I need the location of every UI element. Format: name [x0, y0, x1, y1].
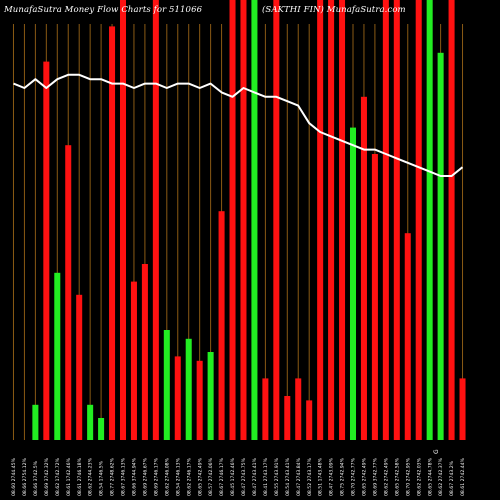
inflow-bar — [98, 418, 105, 440]
x-tick-label: 08.62 2746.17% — [186, 457, 192, 496]
outflow-bar — [415, 0, 422, 440]
x-tick-label: 08.67 2746.17% — [219, 457, 225, 496]
x-tick-label: 08.67 2743.2% — [449, 460, 455, 496]
x-tick-label: 08.51 1743.48% — [318, 457, 324, 496]
outflow-bar — [240, 0, 247, 440]
outflow-bar — [152, 0, 159, 440]
x-tick-label: 08.54 1746.5% — [99, 460, 105, 496]
x-tick-label: 08.77 2748.62% — [110, 457, 116, 496]
outflow-bar — [119, 0, 127, 440]
x-tick-label: 08.69 2746.17% — [153, 457, 159, 496]
chart-title-left: MunafaSutra Money Flow Charts for 511066 — [4, 5, 203, 15]
x-tick-label: 08.45 1742.46% — [230, 457, 236, 496]
x-tick-label: 08.41 2743.17% — [263, 457, 269, 496]
x-tick-label: 08.54 2746.13% — [175, 457, 181, 496]
inflow-bar — [163, 330, 170, 440]
outflow-bar — [339, 0, 346, 440]
inflow-bar — [349, 127, 357, 440]
x-tick-label: 08.47 2743.41% — [252, 457, 258, 496]
outflow-bar — [65, 145, 72, 440]
outflow-bar — [262, 378, 269, 440]
x-axis-marker-label: G — [433, 449, 440, 454]
inflow-bar — [207, 352, 214, 440]
x-tick-labels: 08.60 2744.45% 08.66 2754.12% 08.66 3742.5… — [11, 449, 466, 496]
bar-series — [32, 0, 466, 441]
x-tick-label: 08.69 3742.77% — [373, 457, 379, 496]
x-tick-label: 08.60 2744.45% — [11, 457, 17, 496]
outflow-bar — [459, 378, 466, 440]
x-tick-label: 08.65 2742.49% — [362, 457, 368, 496]
x-tick-label: 08.69 2746.67% — [143, 457, 149, 496]
x-tick-label: 08.66 3742.5% — [33, 460, 39, 496]
x-tick-label: 08.70 2742.95% — [405, 457, 411, 496]
outflow-bar — [317, 0, 324, 440]
x-tick-label: 08.65 2742.49% — [197, 457, 203, 496]
inflow-bar — [185, 338, 192, 440]
outflow-bar — [109, 26, 116, 441]
x-tick-label: 08.47 2743.84% — [296, 457, 302, 496]
inflow-bar — [437, 52, 444, 441]
chart-title-right: (SAKTHI FIN) MunafaSutra.com — [262, 5, 406, 15]
outflow-bar — [382, 0, 389, 440]
outflow-bar — [43, 61, 50, 440]
x-tick-label: 08.62 2744.23% — [88, 457, 94, 496]
x-tick-label: 08.66 2754.12% — [22, 457, 28, 496]
x-tick-label: 08.47 2743.75% — [241, 457, 247, 496]
x-tick-label: 08.62 1742.72% — [55, 457, 61, 496]
x-tick-label: 08.62 2742.37% — [438, 457, 444, 496]
x-tick-label: 08.62 2746.08% — [164, 457, 170, 496]
outflow-bar — [218, 211, 225, 440]
x-tick-label: 08.62 2742.03% — [416, 457, 422, 496]
outflow-bar — [371, 154, 378, 440]
x-tick-label: 08.62 2742.49% — [383, 457, 389, 496]
x-tick-label: 08.61 1742.46% — [66, 457, 72, 496]
outflow-bar — [130, 281, 137, 440]
x-tick-label: 08.61 2746.18% — [77, 457, 83, 496]
inflow-bar — [32, 404, 39, 440]
x-tick-label: 08.70 2742.77% — [351, 457, 357, 496]
inflow-bar — [251, 0, 258, 440]
outflow-bar — [306, 400, 313, 440]
outflow-bar — [448, 0, 455, 440]
x-tick-label: 08.55 2743.91% — [274, 457, 280, 496]
outflow-bar — [174, 356, 181, 440]
outflow-bar — [284, 396, 291, 440]
outflow-bar — [328, 0, 335, 440]
x-tick-label: 08.66 3744.94% — [132, 457, 138, 496]
outflow-bar — [404, 233, 411, 440]
x-tick-label: 08.57 2742.06% — [208, 457, 214, 496]
price-line — [13, 73, 464, 177]
x-tick-label: 08.65 2744.78% — [427, 457, 433, 496]
outflow-bar — [360, 96, 367, 441]
x-tick-label: 08.52 2743.17% — [307, 457, 313, 496]
x-tick-label: 08.75 2742.94% — [340, 457, 346, 496]
price-line-series — [13, 73, 464, 177]
inflow-bar — [426, 0, 433, 440]
outflow-bar — [196, 360, 203, 440]
outflow-bar — [229, 0, 236, 440]
x-tick-label: 08.61 2742.44% — [460, 457, 466, 496]
x-tick-label: 08.54 2743.41% — [285, 457, 291, 496]
outflow-bar — [141, 264, 148, 440]
inflow-bar — [87, 404, 94, 440]
x-tick-label: 08.69 3742.32% — [44, 457, 50, 496]
x-tick-label: 08.65 2742.58% — [394, 457, 400, 496]
x-tick-label: 08.67 3746.13% — [121, 457, 127, 496]
outflow-bar — [393, 0, 400, 440]
outflow-bar — [295, 378, 302, 440]
outflow-bar — [76, 294, 83, 440]
inflow-bar — [54, 272, 61, 440]
chart-title: MunafaSutra Money Flow Charts for 511066… — [0, 5, 500, 19]
outflow-bar — [273, 0, 280, 440]
x-tick-label: 08.47 2743.09% — [329, 457, 335, 496]
